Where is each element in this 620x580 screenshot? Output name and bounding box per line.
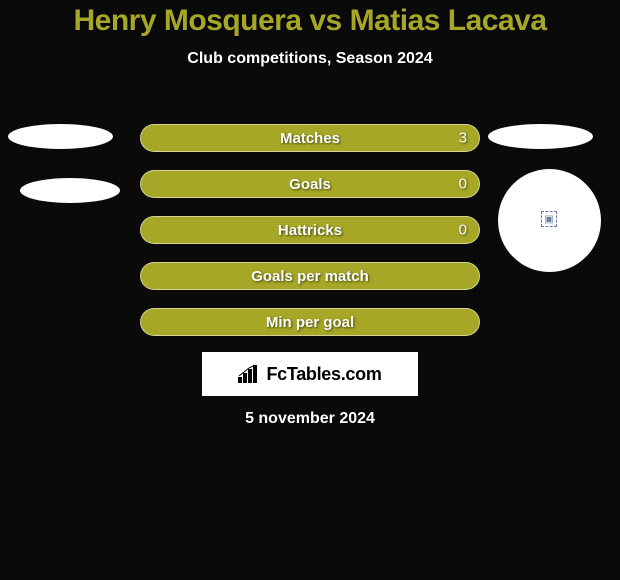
stat-label: Min per goal (266, 314, 354, 331)
stat-label: Matches (280, 130, 340, 147)
stat-bar-goals-per-match: Goals per match (140, 262, 480, 290)
stat-value: 0 (459, 176, 467, 193)
stat-bar-hattricks: Hattricks 0 (140, 216, 480, 244)
date-text: 5 november 2024 (0, 410, 620, 428)
avatar-placeholder-right-1 (488, 124, 593, 149)
stat-label: Hattricks (278, 222, 342, 239)
avatar-placeholder-left-2 (20, 178, 120, 203)
stat-value: 3 (459, 130, 467, 147)
avatar-placeholder-left-1 (8, 124, 113, 149)
stat-bar-matches: Matches 3 (140, 124, 480, 152)
stat-bar-goals: Goals 0 (140, 170, 480, 198)
placeholder-glyph: ▣ (544, 214, 553, 225)
source-badge: FcTables.com (202, 352, 418, 396)
chart-icon (238, 365, 260, 383)
stats-panel: Matches 3 Goals 0 Hattricks 0 Goals per … (140, 124, 480, 354)
stat-bar-min-per-goal: Min per goal (140, 308, 480, 336)
subtitle: Club competitions, Season 2024 (0, 50, 620, 68)
image-placeholder-icon: ▣ (541, 211, 557, 227)
stat-label: Goals (289, 176, 331, 193)
stat-label: Goals per match (251, 268, 369, 285)
stat-value: 0 (459, 222, 467, 239)
page-title: Henry Mosquera vs Matias Lacava (0, 0, 620, 38)
source-badge-text: FcTables.com (266, 364, 381, 385)
